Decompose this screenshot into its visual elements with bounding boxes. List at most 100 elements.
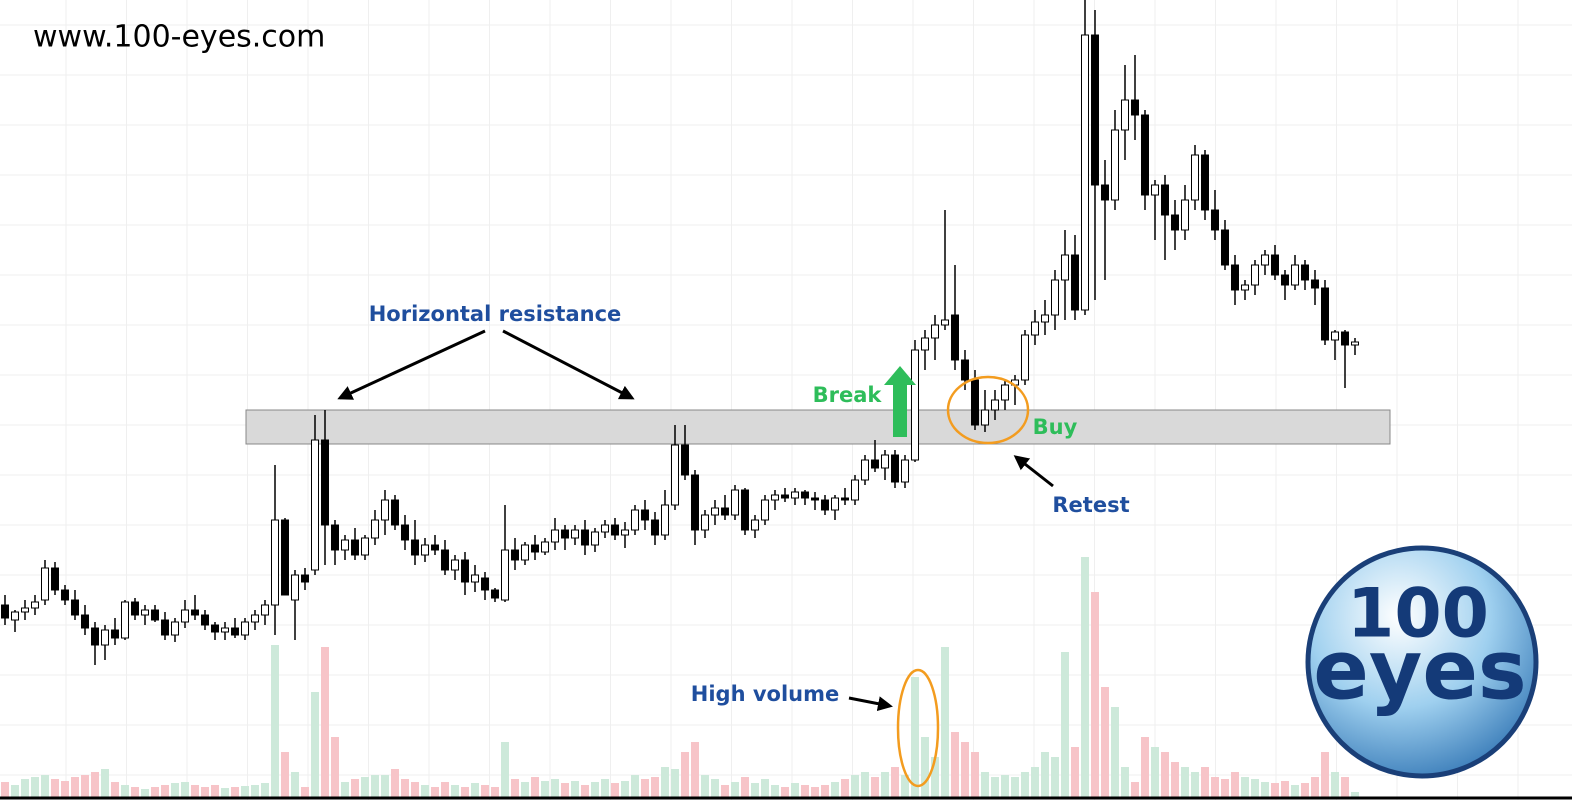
- volume-bar: [31, 777, 39, 797]
- candle-body: [941, 319, 949, 326]
- candle-body: [1121, 99, 1129, 131]
- candle-body: [301, 574, 309, 583]
- volume-bar: [921, 737, 929, 797]
- candle-body: [471, 574, 479, 583]
- candle-body: [1201, 154, 1209, 211]
- break-arrow: [884, 366, 916, 437]
- candle-body: [1091, 34, 1099, 186]
- candle-body: [1111, 129, 1119, 201]
- candle-body: [1251, 264, 1259, 286]
- volume-bar: [641, 779, 649, 797]
- candle-body: [911, 349, 919, 461]
- volume-bar: [1331, 772, 1339, 797]
- candle-body: [441, 549, 449, 571]
- volume-bar: [21, 779, 29, 797]
- candle-body: [991, 399, 999, 411]
- candle-body: [461, 559, 469, 583]
- candle-body: [831, 497, 839, 511]
- volume-bar: [1321, 752, 1329, 797]
- candle-body: [641, 509, 649, 521]
- candle-body: [981, 409, 989, 426]
- volume-bar: [521, 782, 529, 797]
- volume-bar: [601, 779, 609, 797]
- volume-bar: [181, 782, 189, 797]
- volume-bar: [861, 772, 869, 797]
- logo-disc: [1305, 545, 1539, 779]
- arrow: [848, 696, 893, 712]
- candle-body: [891, 454, 899, 483]
- candle-body: [841, 497, 849, 501]
- candle-body: [391, 499, 399, 526]
- volume-bar: [611, 783, 619, 797]
- candle-body: [51, 567, 59, 591]
- volume-bar: [881, 772, 889, 797]
- candle-body: [601, 524, 609, 533]
- volume-bar: [461, 787, 469, 797]
- volume-bar: [901, 775, 909, 797]
- volume-bar: [1251, 779, 1259, 797]
- candle-body: [801, 491, 809, 499]
- candle-body: [1231, 264, 1239, 291]
- candle-body: [1101, 184, 1109, 201]
- candle-body: [191, 609, 199, 616]
- candle-body: [1021, 334, 1029, 381]
- candle-body: [401, 524, 409, 541]
- volume-bar: [561, 783, 569, 797]
- volume-bar: [221, 788, 229, 797]
- volume-bar: [1031, 767, 1039, 797]
- volume-bar: [971, 752, 979, 797]
- candle-body: [31, 601, 39, 609]
- volume-circle: [896, 668, 940, 788]
- candle-body: [411, 539, 419, 556]
- candle-body: [761, 499, 769, 521]
- volume-bar: [681, 752, 689, 797]
- volume-bar: [811, 787, 819, 797]
- candle-body: [1261, 254, 1269, 266]
- volume-bar: [661, 767, 669, 797]
- volume-bar: [981, 772, 989, 797]
- candle-body: [881, 454, 889, 469]
- volume-bar: [41, 775, 49, 797]
- logo-top: 100: [1347, 575, 1489, 654]
- volume-bar: [1271, 783, 1279, 797]
- candle-body: [681, 444, 689, 476]
- volume-bar: [361, 777, 369, 797]
- volume-bar: [451, 785, 459, 797]
- candle-body: [111, 629, 119, 639]
- logo-bottom: eyes: [1313, 623, 1527, 718]
- candle-body: [1, 604, 9, 619]
- candle-body: [581, 529, 589, 546]
- volume-bar: [931, 757, 939, 797]
- candle-body: [21, 607, 29, 613]
- volume-bar: [1281, 781, 1289, 797]
- volume-bar: [251, 785, 259, 797]
- volume-bar: [101, 769, 109, 797]
- volume-bar: [261, 783, 269, 797]
- candle-body: [321, 439, 329, 526]
- candle-body: [71, 599, 79, 616]
- candle-body: [1331, 331, 1339, 341]
- candle-body: [651, 519, 659, 536]
- arrow: [502, 329, 635, 400]
- volume-bar: [1091, 592, 1099, 797]
- candle-body: [871, 459, 879, 469]
- volume-bar: [111, 782, 119, 797]
- volume-bar: [1181, 767, 1189, 797]
- candle-body: [591, 531, 599, 546]
- candle-body: [631, 509, 639, 531]
- resistance-label: Horizontal resistance: [369, 302, 622, 326]
- buy-label: Buy: [1033, 415, 1078, 439]
- candle-body: [961, 359, 969, 381]
- volume-bar: [591, 782, 599, 797]
- volume-bar: [271, 645, 279, 797]
- volume-bar: [1101, 687, 1109, 797]
- volume-bar: [1241, 777, 1249, 797]
- volume-bar: [551, 779, 559, 797]
- candle-body: [231, 627, 239, 636]
- volume-bar: [281, 752, 289, 797]
- candle-body: [1151, 184, 1159, 196]
- candle-body: [151, 609, 159, 621]
- volume-bar: [581, 785, 589, 797]
- candle-body: [1061, 254, 1069, 281]
